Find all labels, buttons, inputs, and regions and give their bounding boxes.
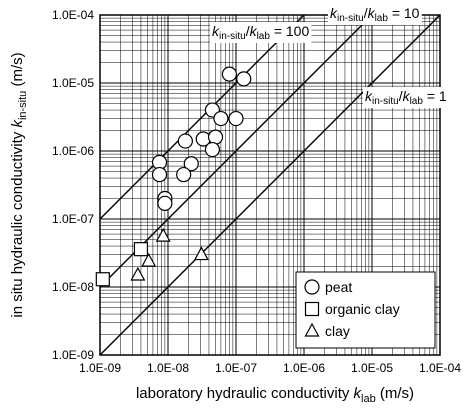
legend-label-clay: clay: [325, 323, 350, 339]
ratio-label-k: k: [212, 23, 220, 39]
data-points: [95, 66, 252, 287]
clay-point: [141, 252, 157, 267]
ratio-label-value: = 10: [388, 5, 420, 21]
legend-marker-clay: [304, 322, 320, 337]
clay-point: [193, 246, 209, 261]
ratio-label-text: kin-situ/klab = 1: [365, 88, 447, 107]
y-tick-label: 1.0E-08: [52, 280, 94, 294]
ratio-label-k: k: [330, 5, 338, 21]
y-tick-label: 1.0E-04: [52, 8, 94, 22]
ratio-label-background: [210, 22, 312, 43]
ratio-label-100: kin-situ/klab = 100: [210, 22, 312, 43]
ratio-label-value: = 1: [423, 88, 447, 104]
axis-title-unit: (m/s): [9, 52, 26, 90]
ratio-line-10: [99, 14, 373, 288]
x-tick-label: 1.0E-04: [419, 361, 461, 375]
clay-point: [130, 266, 146, 281]
x-tick-label: 1.0E-09: [79, 361, 121, 375]
ratio-label-k: k: [403, 88, 411, 104]
ratio-label-slash: /: [246, 23, 250, 39]
ratio-label-text: kin-situ/klab = 10: [330, 5, 420, 24]
peat-point: [151, 166, 168, 183]
y-tick-labels: 1.0E-09 1.0E-08 1.0E-07 1.0E-06 1.0E-05 1.0E-…: [52, 8, 94, 362]
axis-title-sub: in-situ: [17, 91, 29, 120]
axis-title-unit: (m/s): [376, 385, 414, 402]
peat-point: [207, 129, 224, 145]
peat-point: [183, 156, 199, 172]
x-axis-title: laboratory hydraulic conductivity klab (…: [136, 385, 414, 405]
ratio-label-10: kin-situ/klab = 10: [328, 4, 422, 25]
ratio-label-sub: lab: [375, 13, 389, 24]
peat-point: [236, 71, 252, 87]
organic-clay-point: [95, 272, 110, 287]
x-tick-label: 1.0E-07: [215, 361, 257, 375]
peat-point: [204, 141, 221, 158]
x-tick-labels: 1.0E-09 1.0E-08 1.0E-07 1.0E-06 1.0E-05 1.0E-…: [79, 361, 461, 375]
peat-point: [228, 110, 244, 127]
peat-point: [177, 133, 193, 149]
y-tick-label: 1.0E-07: [52, 212, 94, 226]
ratio-label-background: [328, 4, 422, 25]
ratio-label-k: k: [365, 88, 373, 104]
peat-point: [221, 66, 238, 82]
ratio-label-sub: in-situ: [219, 31, 246, 42]
ratio-lines: [99, 14, 441, 356]
ratio-line-1: [99, 14, 441, 356]
legend: peat organic clay clay: [295, 271, 436, 349]
ratio-label-background: [363, 87, 449, 108]
axis-title-sub: lab: [361, 393, 376, 405]
ratio-label-1: kin-situ/klab = 1: [363, 87, 449, 108]
ratio-label-slash: /: [399, 88, 403, 104]
peat-point: [213, 110, 229, 127]
ratio-label-text: kin-situ/klab = 100: [212, 23, 309, 42]
ratio-line-100: [99, 14, 305, 220]
organic-clay-point: [133, 242, 149, 257]
axis-title-k: k: [9, 119, 26, 128]
peat-point: [176, 166, 192, 183]
peat-point: [157, 195, 173, 211]
y-tick-label: 1.0E-05: [52, 76, 94, 90]
ratio-label-sub: lab: [257, 31, 271, 42]
plot-frame: [99, 14, 441, 356]
x-tick-label: 1.0E-05: [351, 361, 393, 375]
axis-title-main: laboratory hydraulic conductivity: [136, 385, 354, 402]
ratio-label-sub: in-situ: [337, 13, 364, 24]
axis-title-k: k: [354, 385, 363, 402]
ratio-label-sub: lab: [410, 96, 424, 107]
y-axis-title: in situ hydraulic conductivity kin-situ …: [9, 52, 29, 317]
ratio-label-slash: /: [364, 5, 368, 21]
legend-marker-peat: [304, 279, 320, 295]
legend-label-peat: peat: [325, 279, 352, 295]
ratio-label-k: k: [368, 5, 376, 21]
ratio-label-k: k: [250, 23, 258, 39]
ratio-label-sub: in-situ: [372, 96, 399, 107]
ratio-label-value: = 100: [270, 23, 310, 39]
legend-marker-organic-clay: [304, 301, 320, 317]
y-tick-label: 1.0E-09: [52, 348, 94, 362]
y-tick-label: 1.0E-06: [52, 144, 94, 158]
x-tick-label: 1.0E-08: [147, 361, 189, 375]
clay-point: [155, 227, 171, 242]
x-tick-label: 1.0E-06: [283, 361, 325, 375]
axis-title-main: in situ hydraulic conductivity: [9, 128, 26, 318]
legend-label-organic-clay: organic clay: [325, 301, 400, 317]
